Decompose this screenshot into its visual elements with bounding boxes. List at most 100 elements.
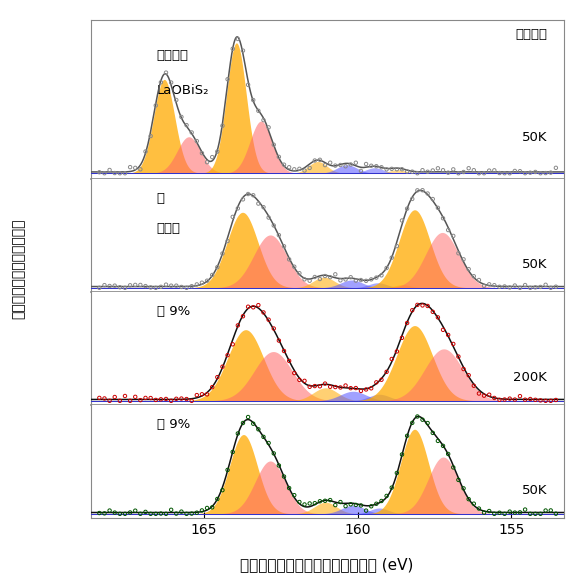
Point — [110, 281, 119, 290]
Point — [182, 509, 191, 518]
Point — [207, 153, 217, 162]
Point — [310, 381, 319, 391]
Point — [433, 436, 443, 446]
Point — [367, 275, 376, 284]
Point — [315, 497, 325, 506]
Point — [161, 509, 171, 518]
Point — [131, 392, 140, 401]
Point — [443, 168, 453, 177]
Point — [546, 283, 555, 292]
Point — [269, 140, 279, 149]
Point — [464, 264, 474, 274]
Point — [371, 378, 381, 387]
Point — [218, 121, 227, 130]
Point — [253, 425, 263, 434]
Point — [238, 195, 248, 204]
Point — [500, 282, 509, 291]
Point — [325, 273, 335, 282]
Point — [449, 463, 458, 472]
Point — [367, 384, 376, 393]
Point — [146, 132, 155, 141]
Point — [151, 283, 161, 292]
Point — [408, 305, 417, 315]
Point — [157, 509, 166, 518]
Text: 無添加: 無添加 — [157, 222, 180, 235]
Text: 銁 9%: 銁 9% — [157, 418, 190, 431]
Point — [377, 375, 386, 384]
Point — [157, 78, 166, 87]
Point — [479, 281, 489, 291]
Point — [382, 164, 391, 174]
Point — [300, 500, 309, 509]
Point — [161, 394, 171, 404]
Text: 銁: 銁 — [157, 192, 165, 205]
Point — [505, 283, 515, 292]
Point — [161, 280, 171, 290]
Point — [166, 505, 176, 514]
Point — [418, 301, 427, 310]
Point — [520, 395, 530, 404]
Point — [423, 167, 432, 177]
Point — [351, 158, 360, 167]
Point — [439, 214, 448, 223]
Point — [485, 507, 494, 516]
Point — [233, 321, 242, 330]
Point — [331, 161, 340, 170]
Point — [213, 263, 222, 272]
Point — [95, 393, 104, 402]
Point — [428, 428, 437, 438]
Point — [105, 166, 114, 175]
Point — [510, 166, 520, 176]
Point — [131, 506, 140, 515]
Point — [203, 390, 212, 399]
Point — [305, 163, 314, 173]
Point — [479, 391, 489, 400]
Point — [284, 254, 294, 264]
Point — [157, 395, 166, 404]
Point — [546, 168, 555, 177]
Point — [192, 136, 201, 146]
Point — [187, 281, 196, 291]
Point — [310, 273, 319, 282]
Point — [244, 412, 253, 422]
Point — [510, 508, 520, 517]
Point — [474, 168, 484, 178]
Point — [321, 271, 330, 281]
Point — [269, 221, 279, 230]
Point — [310, 156, 319, 165]
Point — [264, 315, 273, 324]
Point — [423, 301, 432, 311]
Point — [526, 283, 535, 292]
Point — [115, 283, 124, 292]
Point — [428, 307, 437, 316]
Point — [408, 418, 417, 428]
Point — [238, 312, 248, 321]
Point — [218, 249, 227, 258]
Point — [172, 281, 181, 290]
Point — [464, 494, 474, 504]
Point — [131, 163, 140, 173]
Point — [443, 331, 453, 340]
Point — [346, 160, 355, 169]
Point — [274, 461, 284, 470]
Point — [361, 506, 371, 515]
Point — [331, 270, 340, 279]
Point — [418, 185, 427, 195]
Point — [351, 383, 360, 393]
Point — [325, 382, 335, 391]
Point — [531, 283, 540, 292]
Point — [197, 278, 207, 287]
Point — [510, 395, 520, 404]
Point — [228, 44, 237, 53]
Point — [423, 418, 432, 428]
Point — [377, 496, 386, 505]
Point — [536, 509, 545, 518]
Point — [100, 168, 109, 178]
Point — [536, 168, 545, 178]
Point — [105, 506, 114, 515]
Point — [203, 503, 212, 512]
Point — [228, 212, 237, 222]
Point — [253, 199, 263, 208]
Point — [526, 394, 535, 404]
Point — [95, 283, 104, 292]
